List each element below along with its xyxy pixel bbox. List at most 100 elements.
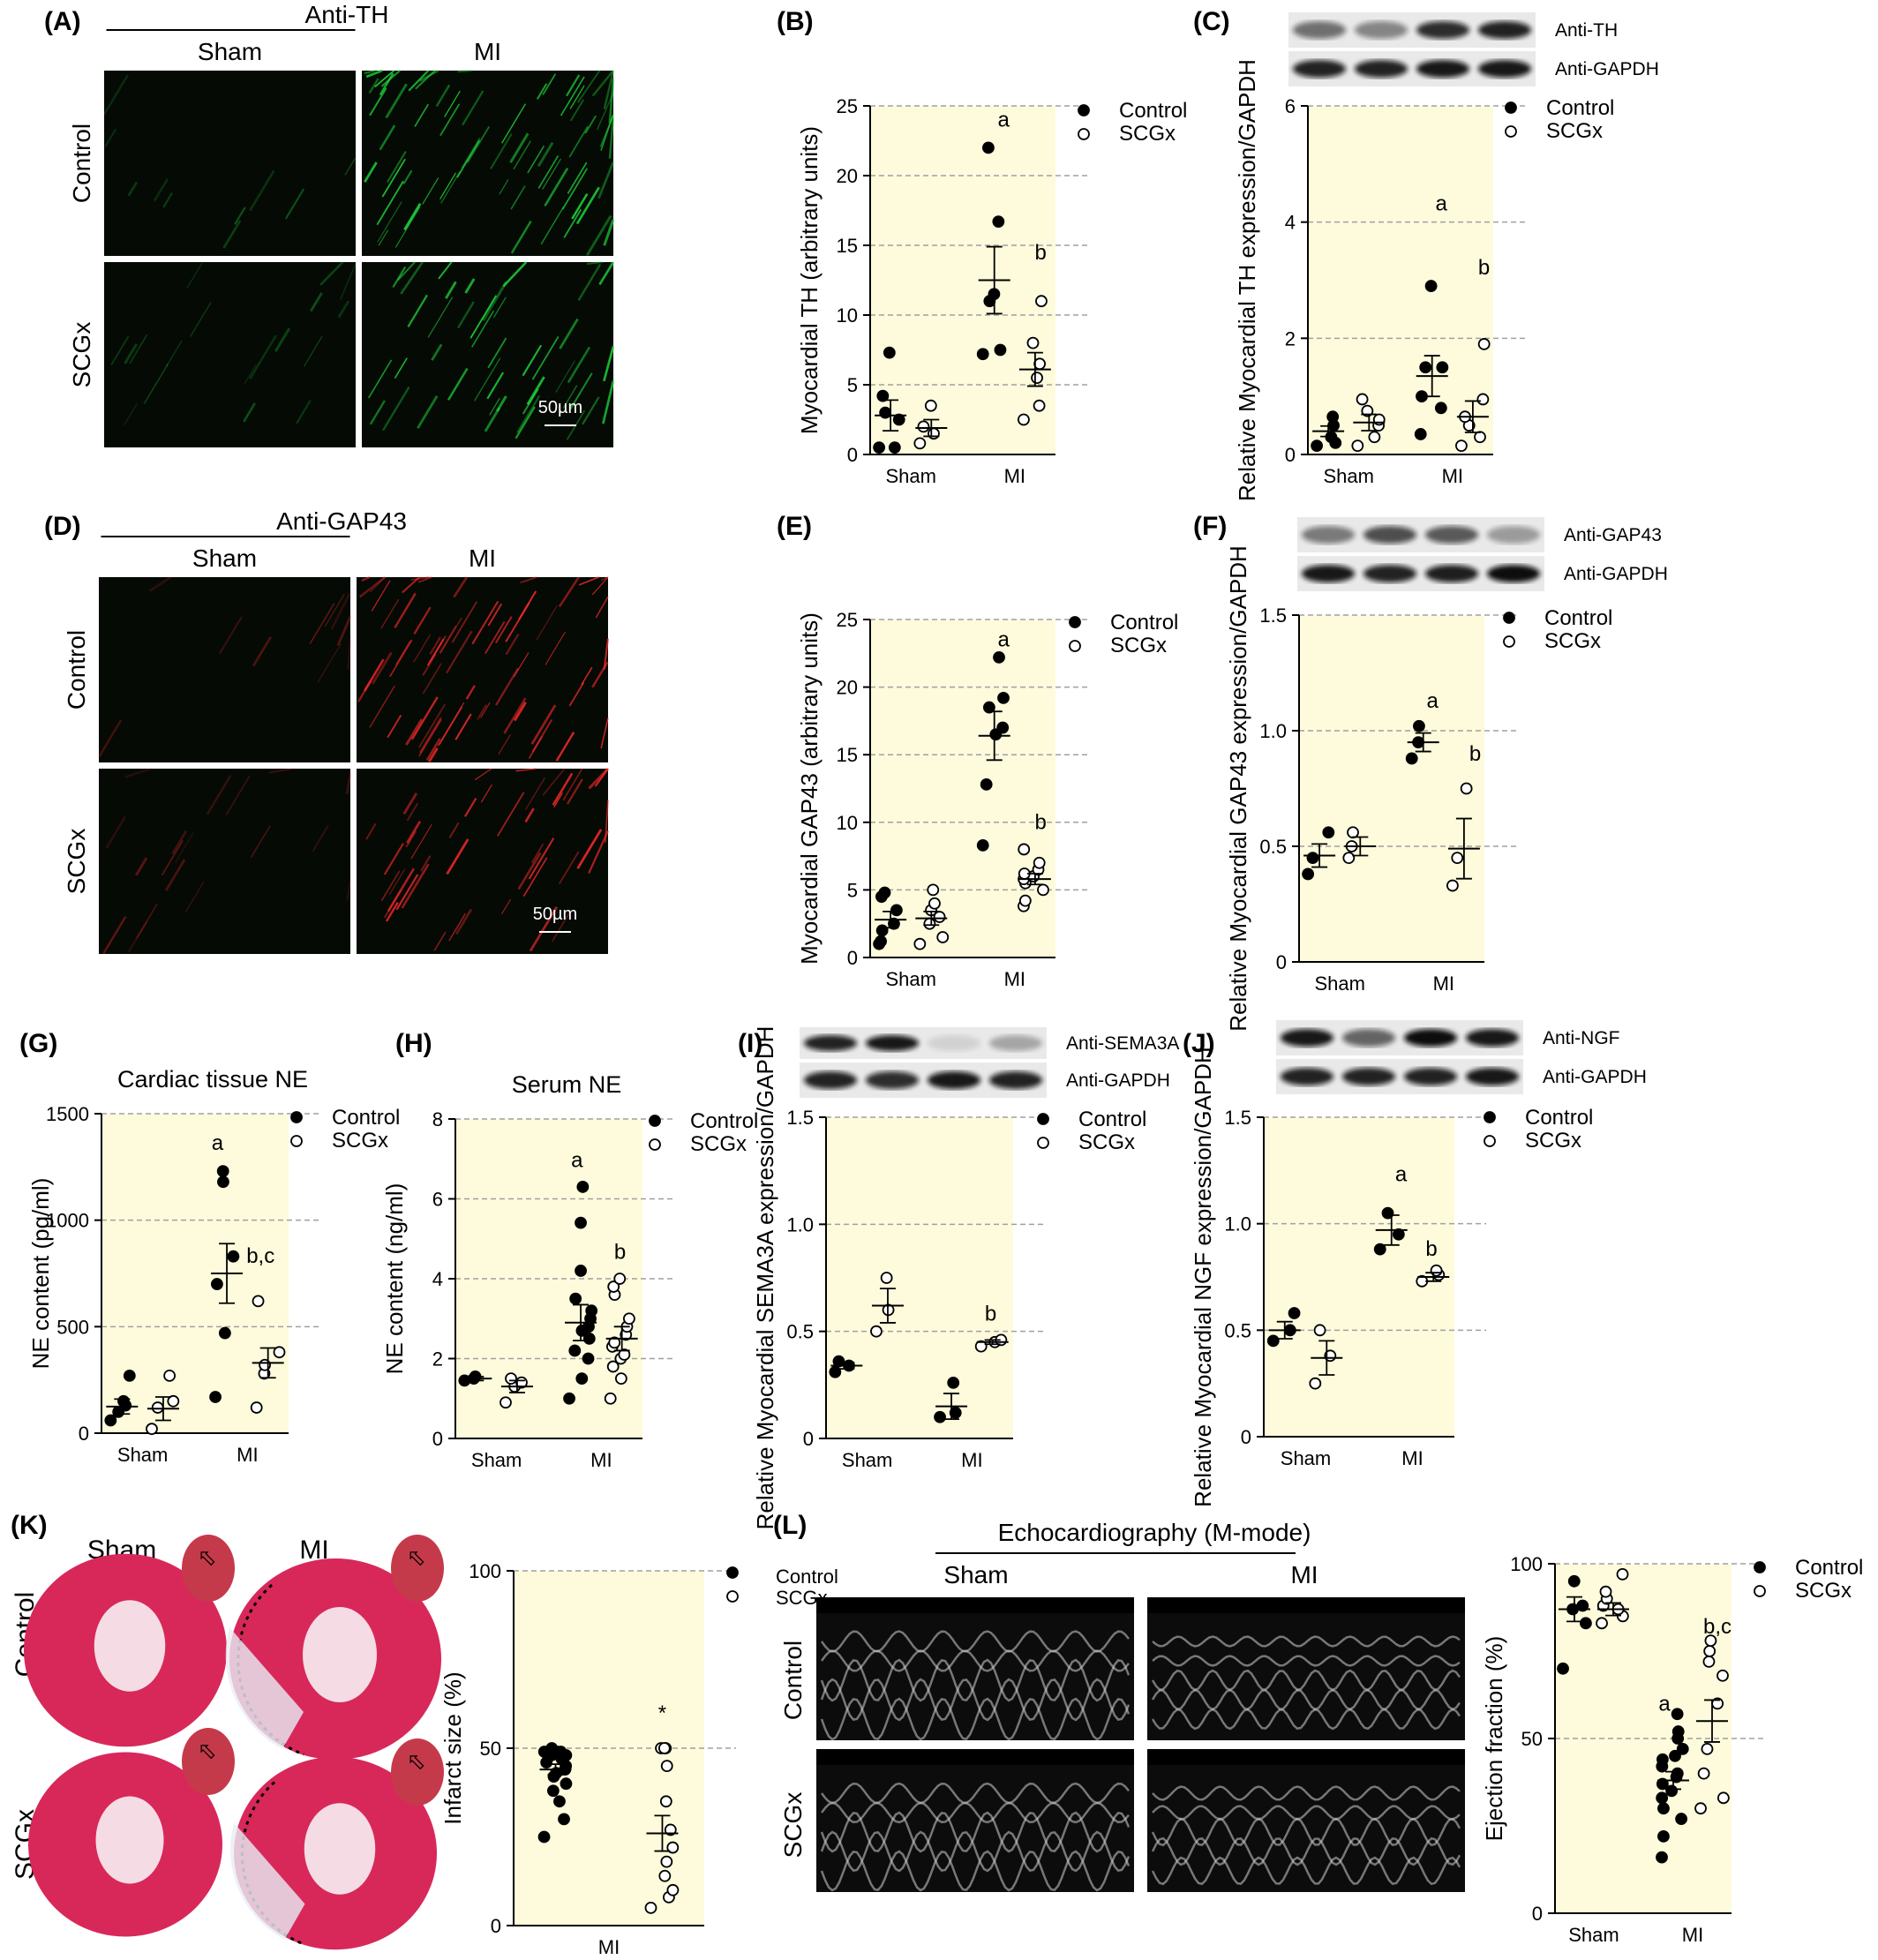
blot-band bbox=[1355, 21, 1408, 39]
data-point bbox=[1302, 867, 1315, 881]
fluorescent-fiber bbox=[447, 367, 469, 401]
data-point bbox=[658, 1869, 672, 1882]
fluorescent-fiber bbox=[165, 340, 183, 367]
blot-label-anti-th: Anti-TH bbox=[1555, 20, 1618, 41]
fluorescent-fiber bbox=[454, 713, 472, 740]
data-point bbox=[1018, 843, 1031, 856]
fluorescent-fiber bbox=[453, 576, 469, 598]
echo-wall-trace bbox=[821, 1801, 1130, 1824]
data-point bbox=[1676, 1742, 1689, 1755]
legend-label-control: Control bbox=[1119, 99, 1187, 123]
fluorescent-fiber bbox=[317, 643, 342, 684]
data-point bbox=[568, 1344, 582, 1357]
legend-label-scgx: SCGx bbox=[1544, 629, 1601, 653]
y-tick-label: 50 bbox=[1521, 1728, 1543, 1750]
fluorescent-fiber bbox=[186, 262, 203, 289]
data-point bbox=[659, 1795, 672, 1808]
fluorescent-fiber bbox=[244, 364, 257, 385]
data-point bbox=[563, 1392, 575, 1405]
data-point bbox=[569, 1292, 582, 1305]
fluorescent-fiber bbox=[336, 616, 352, 646]
x-tick-label: MI bbox=[1682, 1924, 1703, 1946]
fluorescent-fiber bbox=[445, 281, 457, 299]
data-point bbox=[664, 1823, 677, 1836]
fluorescent-fiber bbox=[361, 575, 371, 582]
data-point bbox=[1455, 439, 1468, 453]
x-tick-label: MI bbox=[1433, 972, 1454, 995]
fluorescent-fiber bbox=[563, 209, 582, 238]
echo-wall-trace bbox=[820, 1850, 1131, 1892]
y-tick-label: 6 bbox=[432, 1189, 443, 1211]
fluorescent-fiber bbox=[269, 768, 294, 774]
fluorescent-fiber bbox=[429, 636, 441, 655]
y-axis-label: NE content (ng/ml) bbox=[381, 1183, 408, 1375]
fluorescent-fiber bbox=[501, 103, 527, 144]
fluorescent-fiber bbox=[345, 773, 352, 794]
data-point bbox=[1476, 393, 1490, 406]
y-tick-label: 0 bbox=[1532, 1903, 1543, 1925]
data-point bbox=[560, 1777, 573, 1791]
data-point bbox=[1557, 1662, 1569, 1675]
fluorescent-fiber bbox=[454, 908, 473, 935]
fluorescent-fiber bbox=[395, 640, 411, 665]
data-point bbox=[994, 343, 1007, 357]
fluorescent-fiber bbox=[372, 651, 393, 685]
data-point bbox=[1704, 1634, 1717, 1648]
data-point bbox=[1446, 879, 1459, 892]
significance-annotation: b bbox=[1425, 1237, 1437, 1261]
fluorescent-fiber bbox=[124, 343, 139, 364]
fluorescent-fiber bbox=[537, 154, 560, 189]
fluorescent-fiber bbox=[444, 90, 461, 117]
y-tick-label: 1.0 bbox=[1224, 1213, 1251, 1235]
legend-label-scgx: SCGx bbox=[1546, 119, 1603, 143]
fluorescent-fiber bbox=[369, 685, 395, 728]
fluorescent-fiber bbox=[591, 576, 609, 596]
data-point bbox=[1288, 1307, 1301, 1319]
blot-band bbox=[1416, 60, 1469, 78]
y-tick-label: 0 bbox=[847, 947, 858, 969]
fluorescent-fiber bbox=[522, 857, 548, 897]
y-axis-label: Infarct size (%) bbox=[439, 1671, 466, 1824]
blot-band bbox=[1281, 1068, 1333, 1085]
data-point bbox=[936, 931, 950, 943]
fluorescent-fiber bbox=[581, 666, 593, 686]
fluorescent-fiber bbox=[249, 169, 275, 212]
fluorescent-fiber bbox=[340, 263, 357, 300]
legend-marker-open bbox=[649, 1138, 661, 1151]
x-tick-label: MI bbox=[961, 1449, 982, 1471]
data-point bbox=[1657, 1802, 1670, 1815]
fluorescent-fiber bbox=[510, 220, 532, 254]
data-point bbox=[949, 1406, 962, 1419]
significance-annotation: * bbox=[658, 1701, 666, 1725]
fluorescent-fiber bbox=[377, 201, 402, 243]
blot-band bbox=[1466, 1029, 1519, 1047]
echo-wall-trace bbox=[1151, 1708, 1461, 1731]
fluorescent-fiber bbox=[463, 797, 477, 817]
data-point bbox=[1361, 404, 1374, 417]
fluorescent-fiber bbox=[484, 407, 501, 432]
y-tick-label: 1500 bbox=[46, 1103, 89, 1125]
fluorescent-fiber bbox=[381, 158, 406, 198]
fluorescent-fiber bbox=[425, 738, 441, 761]
legend-label-scgx: SCGx bbox=[332, 1129, 388, 1153]
fluorescent-fiber bbox=[385, 901, 399, 922]
fluorescent-fiber bbox=[525, 777, 545, 810]
data-point bbox=[1031, 372, 1043, 385]
fluorescent-fiber bbox=[608, 79, 615, 124]
fluorescent-fiber bbox=[388, 868, 406, 896]
blot-label-anti-gapdh: Anti-GAPDH bbox=[1066, 1070, 1170, 1091]
data-point bbox=[146, 1423, 158, 1436]
fluorescent-fiber bbox=[462, 90, 485, 126]
data-point bbox=[892, 413, 905, 426]
echo-wall-trace bbox=[1151, 1856, 1461, 1886]
x-tick-label: Sham bbox=[1281, 1447, 1331, 1469]
data-point bbox=[1669, 1749, 1681, 1762]
significance-annotation: b bbox=[985, 1303, 996, 1326]
data-point bbox=[250, 1401, 263, 1414]
fluorescent-fiber bbox=[337, 300, 350, 319]
fluorescent-fiber bbox=[376, 180, 404, 226]
fluorescent-fiber bbox=[577, 263, 602, 301]
echo-wall-trace bbox=[1151, 1817, 1461, 1847]
data-point bbox=[890, 904, 903, 917]
y-tick-label: 2 bbox=[1285, 327, 1296, 349]
